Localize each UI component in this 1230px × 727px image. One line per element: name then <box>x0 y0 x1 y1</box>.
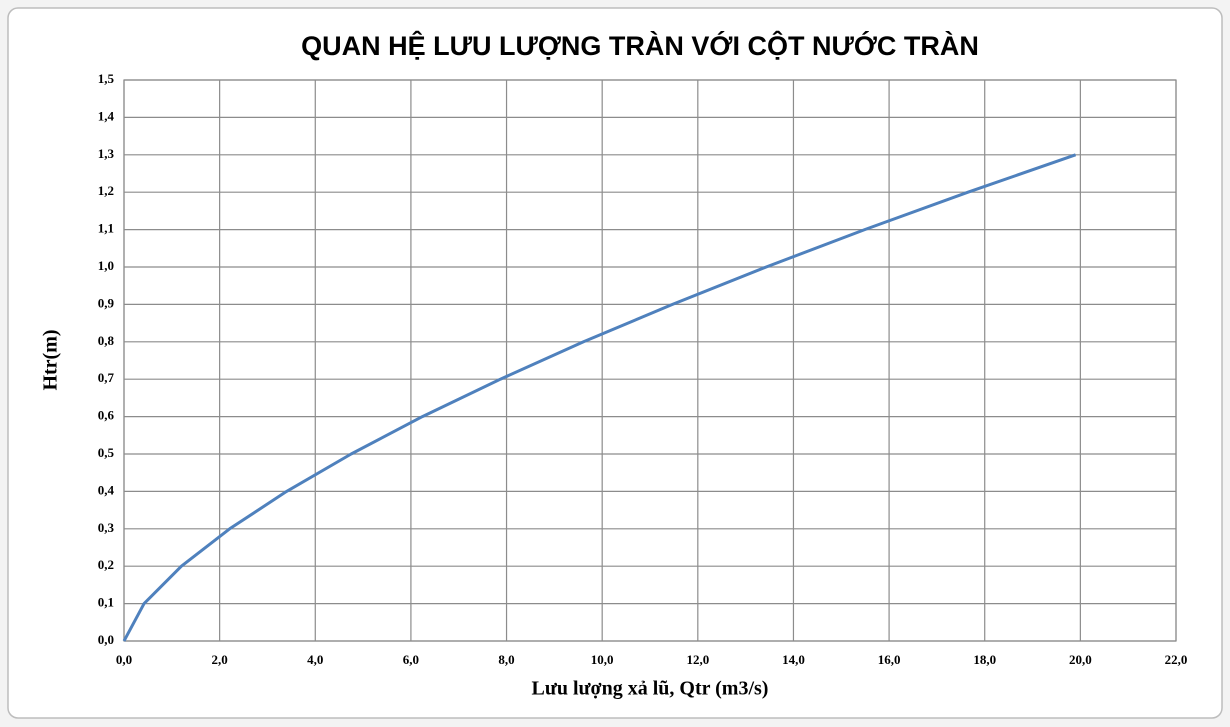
x-tick-label: 8,0 <box>498 652 514 667</box>
x-tick-label: 0,0 <box>116 652 132 667</box>
x-axis-label: Lưu lượng xả lũ, Qtr (m3/s) <box>532 678 769 700</box>
y-tick-label: 0,1 <box>98 595 114 610</box>
x-tick-label: 22,0 <box>1165 652 1188 667</box>
y-tick-label: 1,3 <box>98 146 115 161</box>
y-tick-label: 0,6 <box>98 408 115 423</box>
x-tick-label: 2,0 <box>212 652 228 667</box>
y-tick-label: 0,4 <box>98 482 115 497</box>
y-tick-label: 0,9 <box>98 295 115 310</box>
y-tick-label: 0,5 <box>98 445 115 460</box>
x-tick-label: 10,0 <box>591 652 614 667</box>
data-line <box>122 153 1077 642</box>
y-tick-label: 0,7 <box>98 370 115 385</box>
x-tick-label: 4,0 <box>307 652 323 667</box>
y-tick-label: 0,8 <box>98 333 115 348</box>
chart-frame <box>7 7 1223 719</box>
y-tick-label: 0,2 <box>98 557 114 572</box>
y-tick-label: 1,2 <box>98 183 114 198</box>
y-tick-label: 0,3 <box>98 520 115 535</box>
y-tick-label: 1,4 <box>98 108 115 123</box>
y-tick-label: 1,5 <box>98 71 115 86</box>
x-tick-label: 6,0 <box>403 652 419 667</box>
y-tick-label: 1,1 <box>98 221 114 236</box>
x-tick-label: 18,0 <box>973 652 996 667</box>
chart-title: QUAN HỆ LƯU LƯỢNG TRÀN VỚI CỘT NƯỚC TRÀN <box>301 30 979 61</box>
x-tick-label: 16,0 <box>878 652 901 667</box>
x-tick-label: 14,0 <box>782 652 805 667</box>
plot-border <box>123 79 1177 642</box>
y-axis-label: Htr(m) <box>40 329 62 390</box>
y-tick-label: 0,0 <box>98 632 114 647</box>
x-tick-label: 12,0 <box>686 652 709 667</box>
y-tick-label: 1,0 <box>98 258 114 273</box>
x-tick-label: 20,0 <box>1069 652 1092 667</box>
